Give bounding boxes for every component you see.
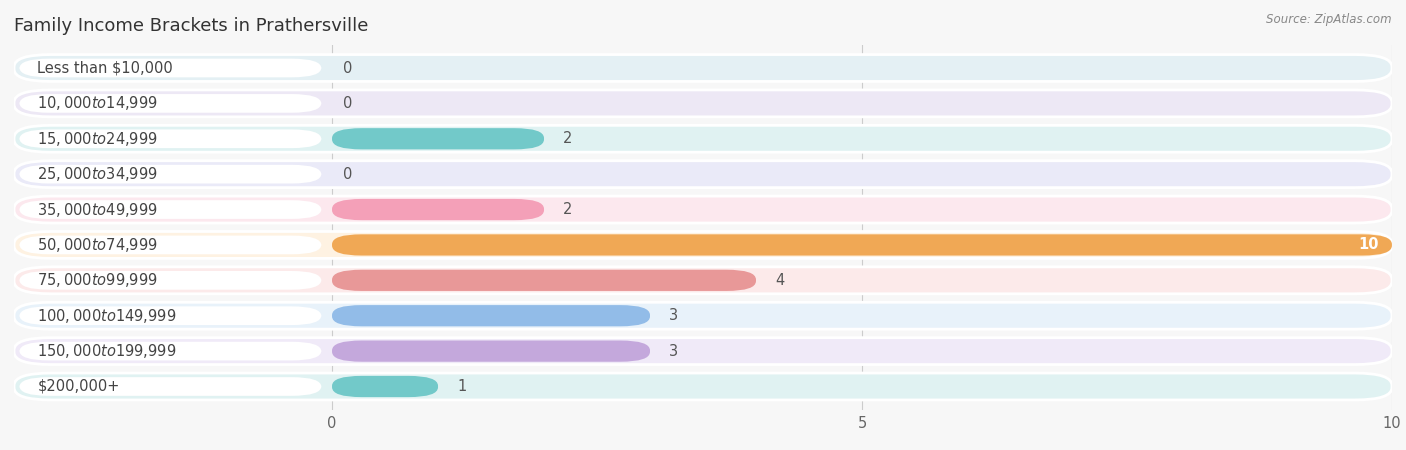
FancyBboxPatch shape <box>332 199 544 220</box>
FancyBboxPatch shape <box>20 377 322 396</box>
FancyBboxPatch shape <box>332 234 1392 256</box>
FancyBboxPatch shape <box>332 376 439 397</box>
FancyBboxPatch shape <box>20 342 322 360</box>
Text: Less than $10,000: Less than $10,000 <box>38 60 173 76</box>
Text: $15,000 to $24,999: $15,000 to $24,999 <box>38 130 159 148</box>
FancyBboxPatch shape <box>332 270 756 291</box>
Text: 0: 0 <box>343 60 352 76</box>
FancyBboxPatch shape <box>14 373 1392 400</box>
Text: $25,000 to $34,999: $25,000 to $34,999 <box>38 165 159 183</box>
Text: $50,000 to $74,999: $50,000 to $74,999 <box>38 236 159 254</box>
Text: 3: 3 <box>669 344 678 359</box>
FancyBboxPatch shape <box>14 338 1392 364</box>
FancyBboxPatch shape <box>332 341 650 362</box>
FancyBboxPatch shape <box>14 302 1392 329</box>
FancyBboxPatch shape <box>14 267 1392 294</box>
Text: 10: 10 <box>1358 238 1379 252</box>
Text: 2: 2 <box>562 131 572 146</box>
FancyBboxPatch shape <box>14 126 1392 152</box>
Text: $200,000+: $200,000+ <box>38 379 120 394</box>
FancyBboxPatch shape <box>14 90 1392 117</box>
FancyBboxPatch shape <box>332 128 544 149</box>
Text: $150,000 to $199,999: $150,000 to $199,999 <box>38 342 177 360</box>
FancyBboxPatch shape <box>20 306 322 325</box>
Text: $35,000 to $49,999: $35,000 to $49,999 <box>38 201 159 219</box>
FancyBboxPatch shape <box>20 58 322 77</box>
FancyBboxPatch shape <box>14 196 1392 223</box>
Text: $100,000 to $149,999: $100,000 to $149,999 <box>38 307 177 325</box>
FancyBboxPatch shape <box>20 200 322 219</box>
Text: 4: 4 <box>775 273 785 288</box>
FancyBboxPatch shape <box>14 54 1392 81</box>
Text: 2: 2 <box>562 202 572 217</box>
FancyBboxPatch shape <box>14 161 1392 188</box>
FancyBboxPatch shape <box>14 231 1392 258</box>
FancyBboxPatch shape <box>20 130 322 148</box>
FancyBboxPatch shape <box>20 271 322 290</box>
Text: Source: ZipAtlas.com: Source: ZipAtlas.com <box>1267 14 1392 27</box>
Text: 0: 0 <box>343 96 352 111</box>
Text: Family Income Brackets in Prathersville: Family Income Brackets in Prathersville <box>14 17 368 35</box>
FancyBboxPatch shape <box>20 94 322 113</box>
FancyBboxPatch shape <box>20 236 322 254</box>
Text: 3: 3 <box>669 308 678 323</box>
Text: 1: 1 <box>457 379 467 394</box>
FancyBboxPatch shape <box>332 305 650 326</box>
Text: 0: 0 <box>343 166 352 182</box>
FancyBboxPatch shape <box>20 165 322 184</box>
Text: $75,000 to $99,999: $75,000 to $99,999 <box>38 271 159 289</box>
Text: $10,000 to $14,999: $10,000 to $14,999 <box>38 94 159 112</box>
